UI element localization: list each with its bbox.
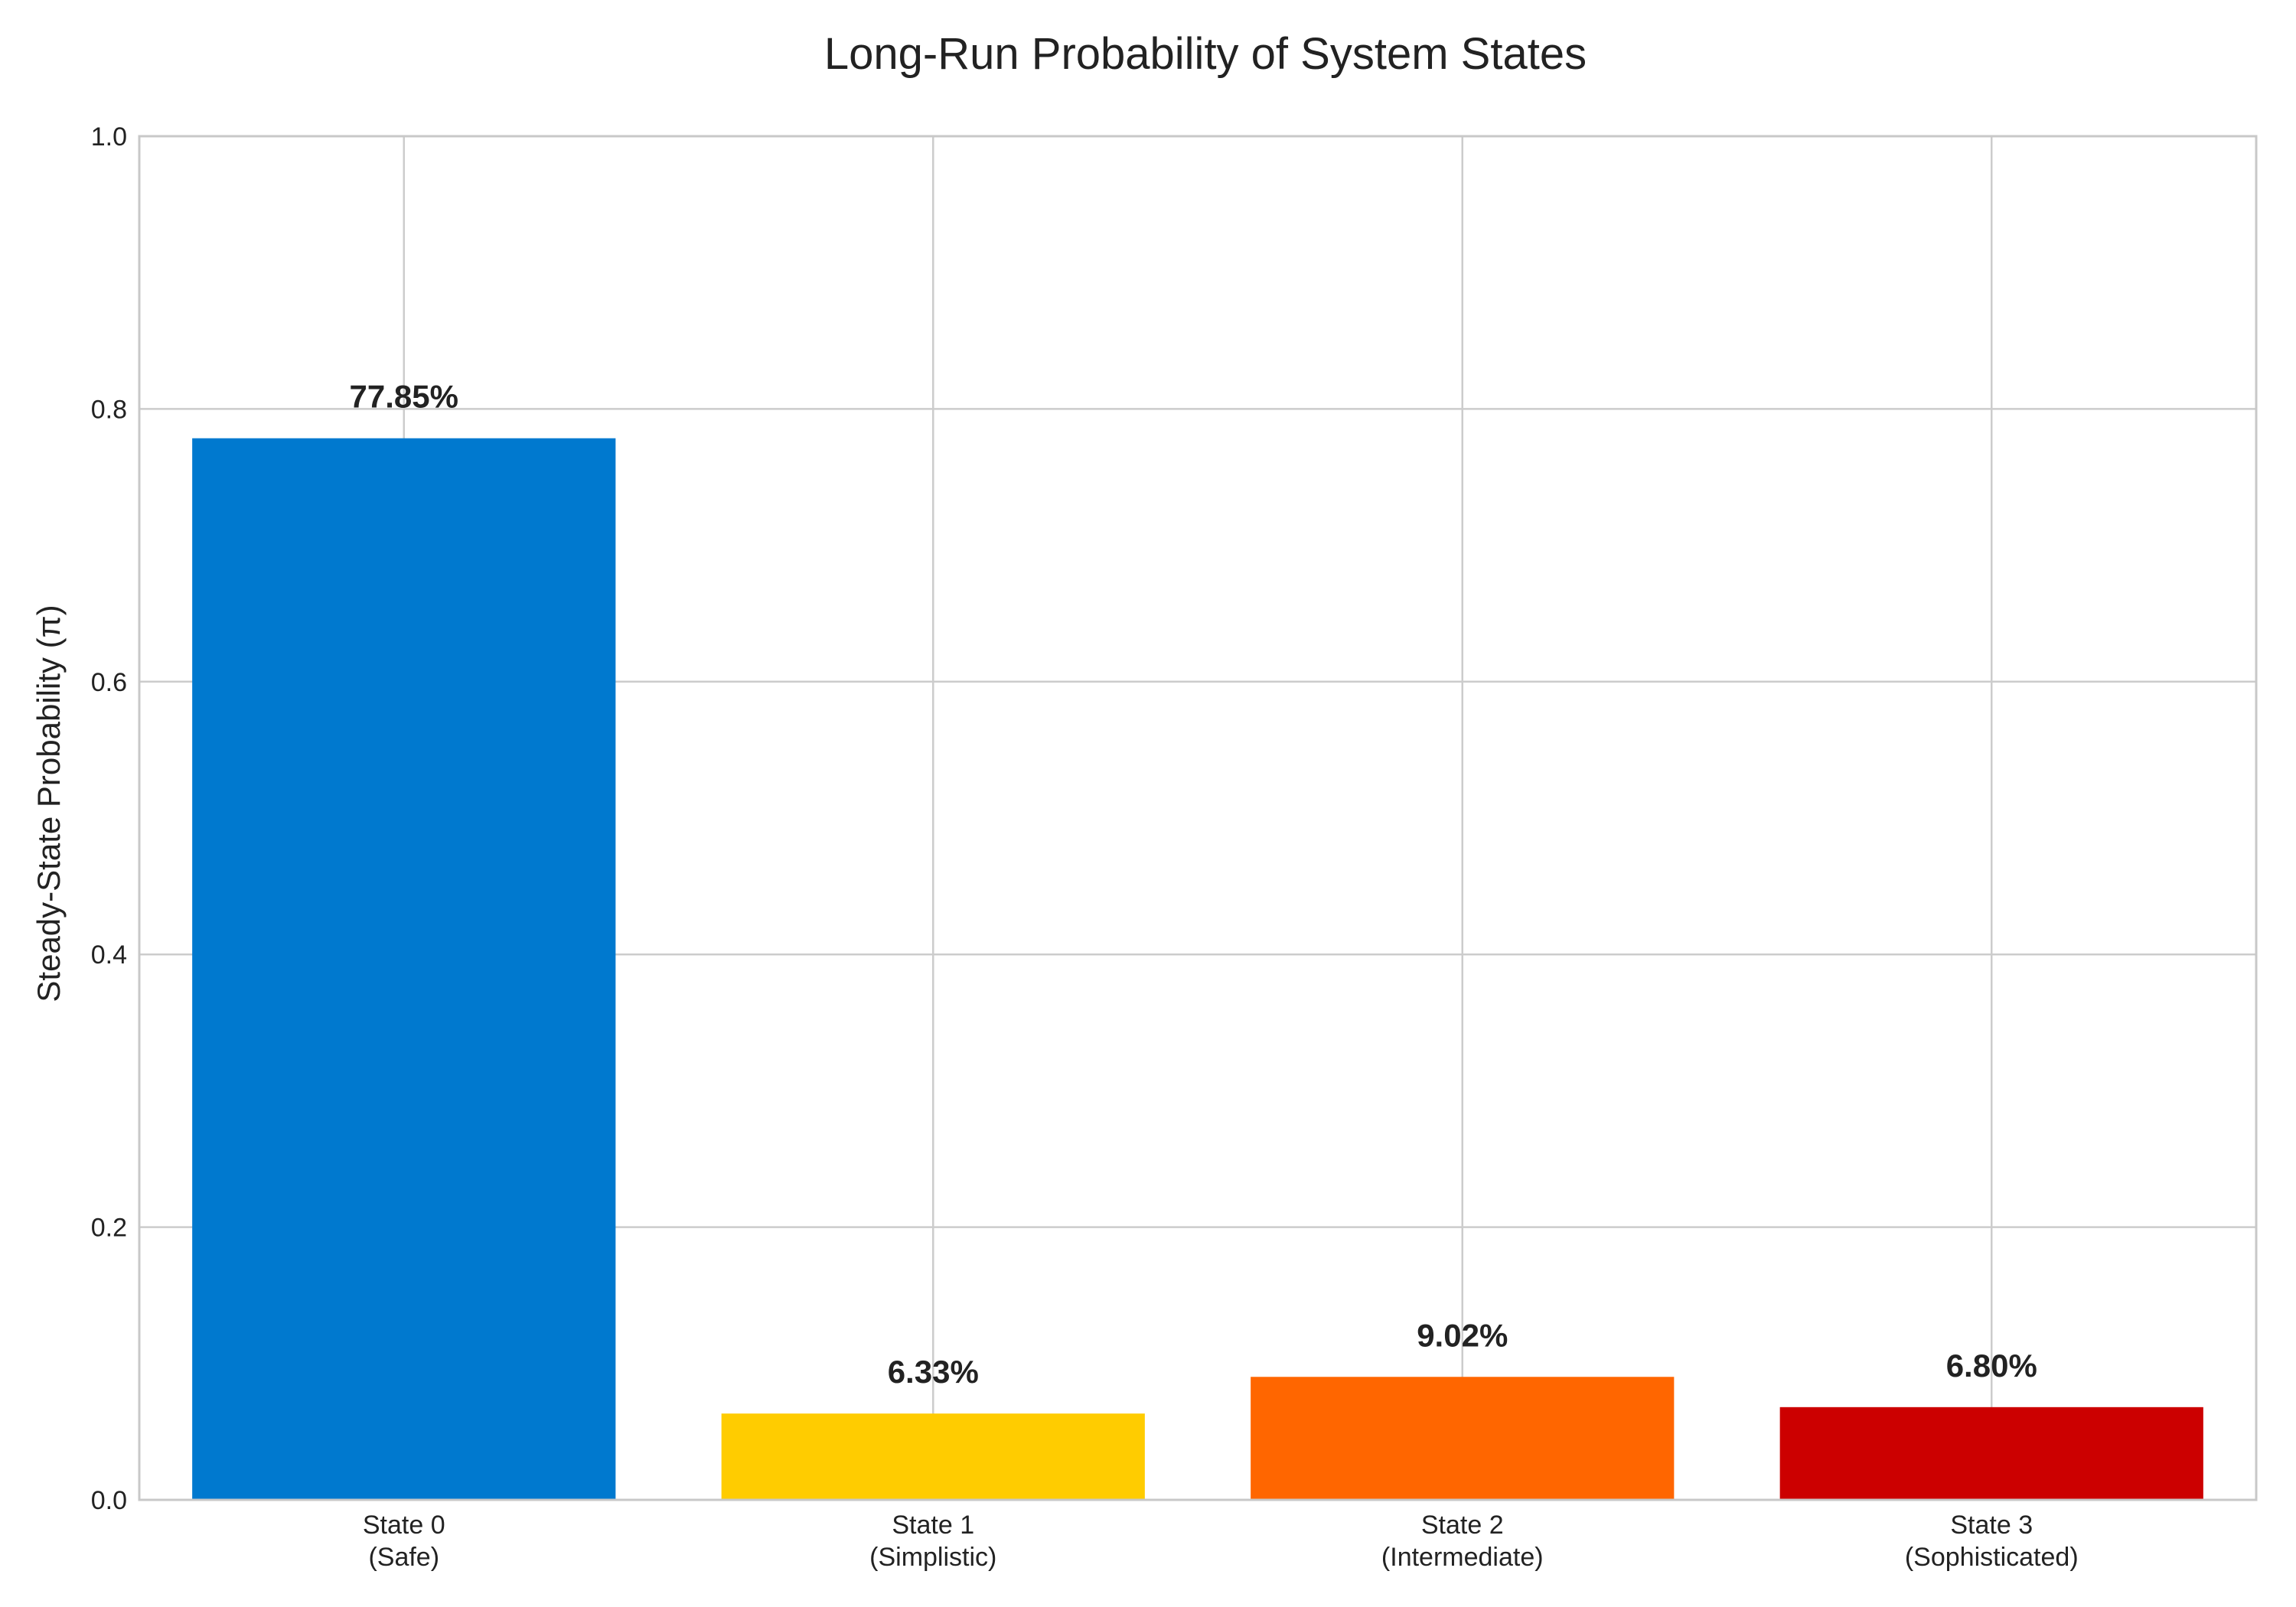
y-axis-label: Steady-State Probability (π): [31, 605, 67, 1002]
x-tick-labels: State 0 (Safe) State 1 (Simplistic) State 2 (…: [363, 1511, 2079, 1572]
bar: [1251, 1377, 1675, 1500]
y-tick-labels: 0.0 0.2 0.4 0.6 0.8 1.0: [91, 122, 127, 1515]
bar-value-label: 77.85%: [350, 379, 458, 415]
x-tick-label: State 0: [363, 1511, 445, 1540]
bar: [1779, 1407, 2203, 1500]
y-tick-label: 0.2: [91, 1214, 127, 1243]
y-tick-label: 0.4: [91, 940, 127, 970]
bars: [192, 438, 2203, 1500]
y-tick-label: 0.8: [91, 395, 127, 424]
x-tick-sublabel: (Safe): [368, 1543, 439, 1572]
plot-frame: [138, 135, 2258, 1501]
data-labels: 77.85% 6.33% 9.02% 6.80%: [350, 379, 2037, 1390]
y-tick-label: 0.0: [91, 1486, 127, 1515]
bar-value-label: 6.80%: [1946, 1348, 2037, 1384]
x-tick-sublabel: (Simplistic): [869, 1543, 996, 1572]
bar: [721, 1413, 1145, 1500]
x-tick-label: State 3: [1950, 1511, 2033, 1540]
bar: [192, 438, 616, 1500]
bar-value-label: 6.33%: [888, 1354, 979, 1390]
x-tick-sublabel: (Sophisticated): [1905, 1543, 2079, 1572]
x-tick-label: State 1: [892, 1511, 974, 1540]
x-tick-label: State 2: [1421, 1511, 1504, 1540]
y-tick-label: 1.0: [91, 122, 127, 152]
chart-title: Long-Run Probability of System States: [824, 29, 1587, 79]
y-tick-label: 0.6: [91, 668, 127, 697]
bar-value-label: 9.02%: [1417, 1317, 1508, 1353]
x-tick-sublabel: (Intermediate): [1381, 1543, 1544, 1572]
